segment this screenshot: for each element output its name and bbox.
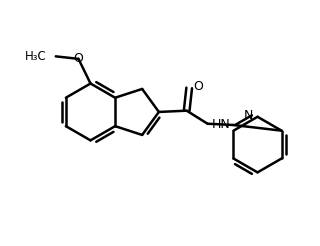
Text: N: N bbox=[244, 109, 253, 122]
Text: O: O bbox=[74, 52, 84, 65]
Text: O: O bbox=[194, 80, 204, 93]
Text: H₃C: H₃C bbox=[25, 50, 47, 63]
Text: HN: HN bbox=[211, 118, 230, 131]
